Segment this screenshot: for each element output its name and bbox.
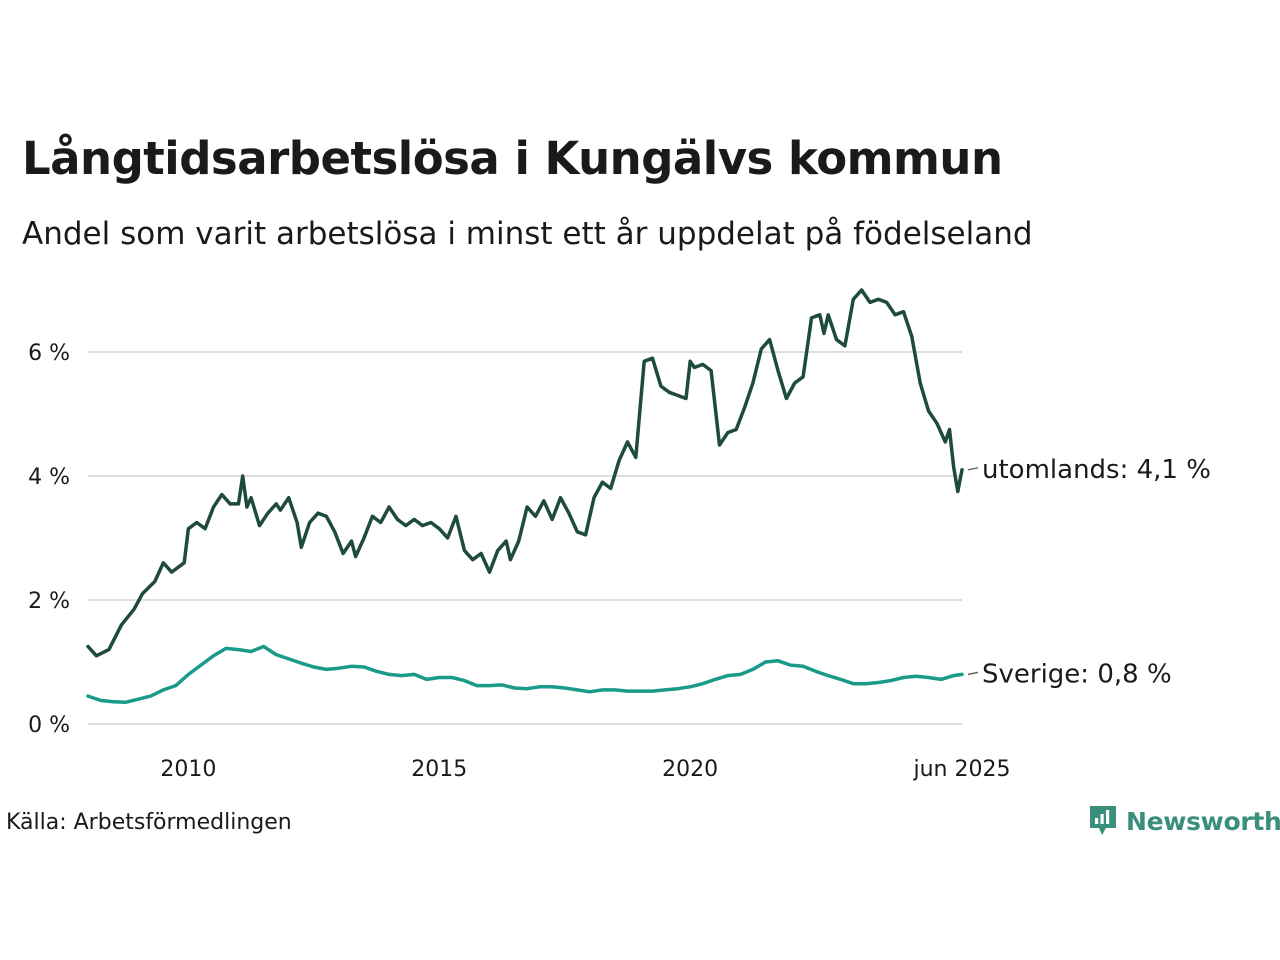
series-line-utomlands (86, 288, 964, 658)
y-tick-label: 4 % (28, 465, 70, 490)
series-lines (86, 288, 964, 705)
y-tick-label: 2 % (28, 589, 70, 614)
x-tick-label: jun 2025 (913, 757, 1011, 782)
gridlines (88, 351, 962, 725)
y-axis-ticks: 0 % 2 % 4 % 6 % (28, 341, 70, 738)
end-label-leader (967, 671, 979, 676)
brand-name: Newsworthy (1126, 806, 1280, 836)
newsworthy-logo-icon (1090, 806, 1116, 835)
chart-subtitle: Andel som varit arbetslösa i minst ett å… (22, 216, 1033, 252)
end-labels: utomlands: 4,1 % Sverige: 0,8 % (967, 455, 1211, 689)
y-tick-label: 6 % (28, 341, 70, 366)
end-label-leader (967, 467, 979, 471)
source-note: Källa: Arbetsförmedlingen (6, 810, 292, 835)
x-tick-label: 2015 (411, 757, 467, 782)
y-tick-label: 0 % (28, 713, 70, 738)
x-axis-ticks: 2010 2015 2020 jun 2025 (160, 757, 1010, 782)
x-tick-label: 2010 (160, 757, 216, 782)
chart-title: Långtidsarbetslösa i Kungälvs kommun (22, 132, 1003, 185)
end-label-sverige: Sverige: 0,8 % (982, 659, 1172, 689)
brand-logo[interactable]: Newsworthy (1088, 804, 1280, 838)
series-line-sverige (86, 644, 964, 705)
end-label-utomlands: utomlands: 4,1 % (982, 455, 1211, 485)
x-tick-label: 2020 (662, 757, 718, 782)
